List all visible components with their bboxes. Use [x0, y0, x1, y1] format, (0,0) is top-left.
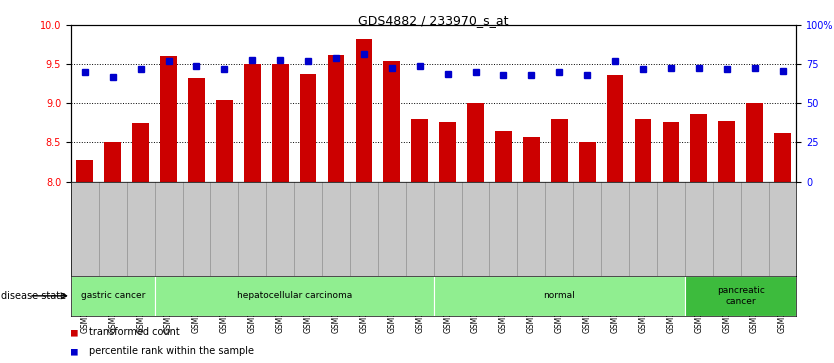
- Text: percentile rank within the sample: percentile rank within the sample: [89, 346, 254, 356]
- Bar: [467, 103, 484, 182]
- Bar: [774, 133, 791, 182]
- Bar: [685, 276, 796, 316]
- Text: normal: normal: [544, 291, 575, 300]
- Bar: [662, 122, 679, 182]
- Bar: [272, 65, 289, 182]
- Bar: [411, 119, 428, 182]
- Bar: [579, 142, 595, 182]
- Bar: [434, 276, 685, 316]
- Bar: [495, 131, 512, 182]
- Text: disease state: disease state: [1, 291, 66, 301]
- Bar: [635, 119, 651, 182]
- Bar: [188, 78, 205, 182]
- Bar: [606, 76, 624, 182]
- Bar: [154, 276, 434, 316]
- Text: pancreatic
cancer: pancreatic cancer: [716, 286, 765, 306]
- Text: ■: ■: [71, 327, 78, 337]
- Text: ■: ■: [71, 346, 78, 356]
- Text: GDS4882 / 233970_s_at: GDS4882 / 233970_s_at: [359, 15, 509, 28]
- Bar: [355, 40, 372, 182]
- Bar: [718, 121, 735, 182]
- Bar: [216, 99, 233, 182]
- Bar: [133, 123, 149, 182]
- Bar: [299, 74, 316, 182]
- Bar: [746, 103, 763, 182]
- Bar: [551, 119, 568, 182]
- Text: transformed count: transformed count: [89, 327, 180, 337]
- Text: hepatocellular carcinoma: hepatocellular carcinoma: [237, 291, 352, 300]
- Text: gastric cancer: gastric cancer: [81, 291, 145, 300]
- Bar: [328, 55, 344, 182]
- Bar: [77, 160, 93, 182]
- Bar: [244, 65, 261, 182]
- Bar: [160, 56, 177, 182]
- Bar: [71, 276, 154, 316]
- Bar: [691, 114, 707, 182]
- Bar: [384, 61, 400, 182]
- Bar: [523, 137, 540, 182]
- Bar: [440, 122, 456, 182]
- Bar: [104, 142, 121, 182]
